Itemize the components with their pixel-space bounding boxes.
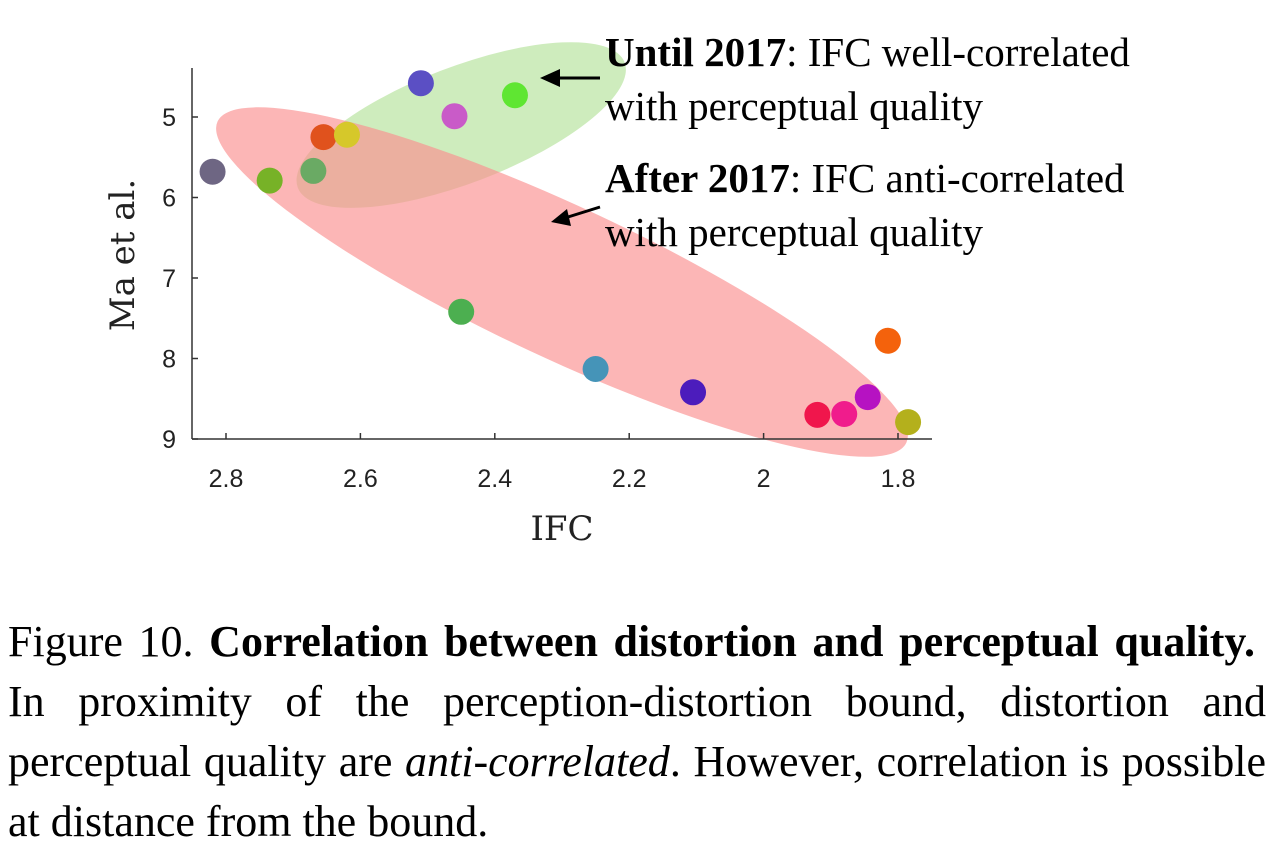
- data-point: [300, 157, 327, 184]
- annotation-after-2017-line1: After 2017: IFC anti-correlated: [605, 155, 1125, 201]
- y-tick-label: 8: [162, 346, 176, 374]
- data-point: [333, 121, 360, 148]
- data-point: [256, 167, 283, 194]
- annotation-after-2017-line2: with perceptual quality: [605, 209, 983, 255]
- data-point: [441, 103, 468, 130]
- caption-bold-title: Correlation between distortion and perce…: [209, 617, 1255, 666]
- data-point: [448, 298, 475, 325]
- y-ticks: 5 6 7 8 9: [162, 104, 198, 454]
- data-point: [407, 70, 434, 97]
- arrow-after-2017: [551, 205, 601, 226]
- x-tick-label: 2: [757, 465, 771, 493]
- annotation-after-2017-rest: : IFC anti-correlated: [790, 155, 1125, 201]
- data-point: [680, 379, 707, 406]
- x-tick-label: 2.2: [612, 465, 647, 493]
- y-tick-label: 9: [162, 426, 176, 454]
- annotation-until-2017-rest: : IFC well-correlated: [786, 29, 1130, 75]
- annotation-after-2017-bold: After 2017: [605, 155, 790, 201]
- x-axis-title: IFC: [530, 509, 593, 549]
- annotation-until-2017-bold: Until 2017: [605, 29, 786, 75]
- scatter-chart: 2.8 2.6 2.4 2.2 2 1.8 5 6 7 8 9 IFC Ma et al. Unt…: [103, 29, 1130, 549]
- x-ticks: 2.8 2.6 2.4 2.2 2 1.8: [209, 433, 916, 493]
- data-point: [199, 158, 226, 185]
- data-point: [874, 327, 901, 354]
- annotation-until-2017-line1: Until 2017: IFC well-correlated: [605, 29, 1130, 75]
- y-axis-title: Ma et al.: [103, 179, 143, 331]
- data-points: [199, 70, 922, 436]
- x-tick-label: 2.6: [343, 465, 378, 493]
- y-tick-label: 6: [162, 185, 176, 213]
- y-tick-label: 7: [162, 265, 176, 293]
- data-point: [804, 401, 831, 428]
- caption-prefix: Figure 10.: [8, 617, 210, 666]
- x-tick-label: 1.8: [881, 465, 916, 493]
- arrow-until-2017: [540, 69, 600, 87]
- data-point: [831, 401, 858, 428]
- axes: [191, 68, 932, 440]
- region-after-2017: [216, 107, 908, 457]
- caption-text-2: . However, correlation is possible at di…: [8, 737, 1266, 846]
- figure-caption: Figure 10. Correlation between distortio…: [8, 612, 1266, 852]
- data-point: [501, 82, 528, 109]
- caption-italic: anti-correlated: [405, 737, 670, 786]
- y-tick-label: 5: [162, 104, 176, 132]
- data-point: [582, 355, 609, 382]
- data-point: [854, 384, 881, 411]
- data-point: [895, 409, 922, 436]
- data-point: [310, 124, 337, 151]
- x-tick-label: 2.4: [477, 465, 512, 493]
- annotation-until-2017-line2: with perceptual quality: [605, 83, 983, 129]
- x-tick-label: 2.8: [209, 465, 244, 493]
- caption-text-1: In proximity of the perception-distortio…: [8, 677, 1266, 786]
